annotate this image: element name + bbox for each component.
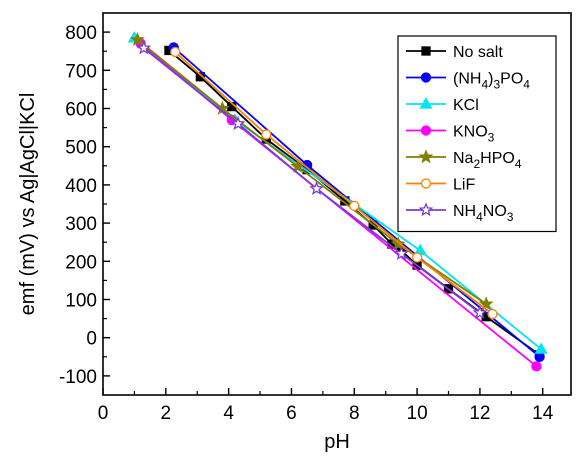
legend-entry-0: No salt (406, 44, 503, 61)
legend-entry-6: NH4NO3 (406, 202, 514, 224)
legend-label-6: NH4NO3 (453, 203, 514, 224)
series-5 (170, 46, 498, 320)
y-tick-label-5: 400 (65, 176, 97, 197)
x-tick-label-4: 8 (349, 403, 360, 424)
legend-label-1: (NH4)3PO4 (453, 71, 530, 92)
series-5-point-0 (170, 46, 181, 58)
series-6-point-2 (309, 180, 324, 196)
series-4-point-3 (390, 236, 406, 251)
y-tick-label-6: 500 (65, 138, 97, 159)
x-axis-title: pH (324, 431, 350, 453)
legend-label-0: No salt (453, 44, 503, 61)
y-axis: -100 0 100 200 300 400 500 600 700 800 (59, 23, 110, 388)
series-6 (136, 40, 488, 320)
legend-entry-4: Na2HPO4 (406, 149, 522, 171)
legend-marker-3 (420, 125, 432, 136)
legend-marker-6 (418, 202, 434, 217)
legend-entry-5: LiF (406, 177, 475, 194)
legend-marker-0 (421, 46, 431, 56)
series-4-point-0 (130, 31, 145, 47)
x-axis: 0 2 4 6 8 10 12 14 (98, 388, 554, 424)
x-tick-label-6: 12 (469, 403, 490, 424)
series-6-point-4 (472, 305, 488, 320)
legend-label-5: LiF (453, 177, 475, 194)
series-5-point-3 (411, 252, 423, 263)
legend-entry-3: KNO3 (406, 124, 495, 145)
x-tick-label-3: 6 (286, 403, 297, 424)
series-2-point-3 (534, 342, 548, 354)
legend: No salt (NH4)3PO4 KCl KNO3 Na2HPO4 LiF NH4NO3 (397, 35, 557, 233)
y-tick-label-4: 300 (65, 214, 97, 235)
series-5-point-1 (261, 129, 272, 140)
series-4-point-4 (478, 296, 494, 311)
y-tick-label-9: 800 (65, 23, 97, 44)
legend-label-3: KNO3 (453, 124, 495, 145)
legend-label-2: KCl (453, 97, 479, 114)
legend-marker-5 (420, 178, 432, 189)
series-4 (130, 31, 494, 311)
legend-entry-1: (NH4)3PO4 (406, 71, 530, 92)
x-tick-label-0: 0 (98, 403, 109, 424)
y-axis-title: emf (mV) vs Ag|AgCl|KCl (17, 93, 39, 316)
series-5-point-2 (349, 200, 360, 212)
legend-marker-1 (420, 72, 432, 83)
y-tick-label-2: 100 (65, 291, 97, 312)
legend-label-4: Na2HPO4 (453, 150, 522, 171)
series-3-point-2 (531, 361, 542, 372)
y-tick-label-8: 700 (65, 61, 97, 82)
y-tick-label-0: -100 (59, 367, 97, 388)
series-6-point-3 (393, 245, 409, 260)
legend-marker-4 (418, 149, 434, 164)
y-tick-label-7: 600 (65, 100, 97, 121)
x-tick-label-2: 4 (223, 403, 234, 424)
y-tick-label-1: 0 (86, 329, 97, 350)
series-6-point-0 (136, 40, 152, 55)
legend-entry-2: KCl (406, 97, 479, 114)
series-6-point-1 (230, 116, 246, 131)
x-tick-label-7: 14 (532, 403, 554, 424)
legend-marker-2 (419, 97, 433, 109)
series-5-point-4 (487, 308, 498, 320)
x-tick-label-1: 2 (161, 403, 172, 424)
series-0-point-1 (195, 72, 206, 82)
series-layer (127, 31, 548, 372)
y-tick-label-3: 200 (65, 252, 97, 273)
x-tick-label-5: 10 (407, 403, 428, 424)
